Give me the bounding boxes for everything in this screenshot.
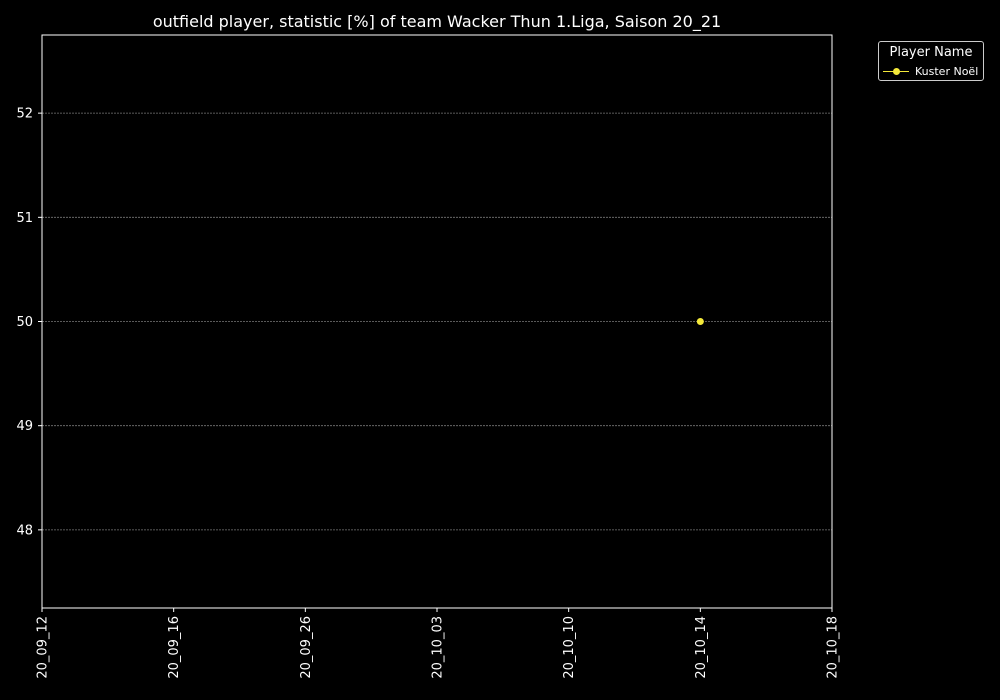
x-tick-label: 20_10_18	[826, 616, 841, 679]
plot-area	[41, 34, 833, 609]
x-tick-label: 20_10_14	[694, 616, 709, 679]
y-tick-label: 48	[16, 523, 33, 538]
legend-label: Kuster Noël	[915, 65, 979, 78]
y-tick-label: 51	[16, 211, 33, 226]
series-layer	[696, 318, 704, 325]
legend-title: Player Name	[889, 45, 973, 60]
x-tick-label: 20_09_26	[299, 616, 314, 679]
y-tick-label: 52	[16, 107, 33, 122]
data-point	[696, 318, 704, 325]
legend-entry: Kuster Noël	[883, 65, 983, 79]
chart-title: outfield player, statistic [%] of team W…	[153, 12, 721, 32]
x-tick-label: 20_10_10	[562, 616, 577, 679]
x-tick-label: 20_09_12	[36, 616, 51, 679]
y-axis: 48 49 50 51 52	[16, 107, 42, 538]
x-tick-label: 20_09_16	[167, 616, 182, 679]
y-tick-label: 50	[16, 315, 33, 330]
grid-lines	[42, 112, 832, 531]
x-tick-label: 20_10_03	[431, 616, 446, 679]
y-tick-label: 49	[16, 419, 33, 434]
x-axis: 20_09_12 20_09_16 20_09_26 20_10_03 20_10_10…	[36, 608, 841, 679]
legend-marker-swatch	[893, 68, 900, 75]
legend: Player Name Kuster Noël	[878, 41, 984, 81]
